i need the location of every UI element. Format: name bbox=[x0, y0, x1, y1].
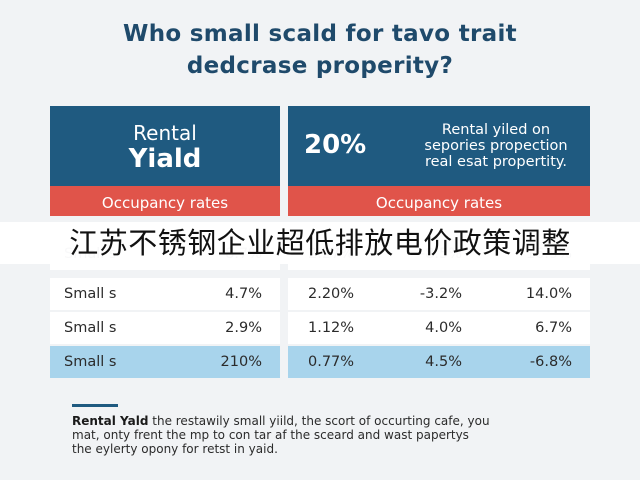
row-bg-right bbox=[288, 346, 590, 378]
table-cell: 4.0% bbox=[425, 320, 462, 336]
row-bg-right bbox=[288, 312, 590, 344]
rental-yield-stat-panel: 20% Rental yiled on sepories propection … bbox=[288, 106, 590, 186]
table-row: Small s 2.9% 1.12% 4.0% 6.7% bbox=[50, 312, 590, 344]
page-title: Who small scald for tavo trait dedcrase … bbox=[0, 18, 640, 82]
rental-yield-value: 20% bbox=[304, 130, 367, 160]
title-line-1: Who small scald for tavo trait bbox=[123, 21, 517, 47]
table-cell: 4.7% bbox=[225, 286, 262, 302]
footnote: Rental Yald the restawily small yiild, t… bbox=[72, 414, 582, 456]
table-cell: 2.9% bbox=[225, 320, 262, 336]
table-cell: 210% bbox=[220, 354, 262, 370]
table-cell: 0.77% bbox=[308, 354, 355, 370]
data-table: Small s8.7%2.27%-8.5%16.9%Small s4.7%2.2… bbox=[50, 246, 590, 380]
overlay-caption: 江苏不锈钢企业超低排放电价政策调整 bbox=[0, 222, 640, 264]
table-cell: 1.12% bbox=[308, 320, 355, 336]
table-cell: Small s bbox=[64, 286, 117, 302]
footnote-line-1-rest: the restawily small yiild, the scort of … bbox=[148, 414, 490, 428]
rental-label-line-1: Rental bbox=[133, 121, 197, 145]
occupancy-header-left: Occupancy rates bbox=[50, 186, 280, 216]
table-cell: -6.8% bbox=[529, 354, 572, 370]
footnote-line-1: Rental Yald the restawily small yiild, t… bbox=[72, 414, 582, 428]
footnote-line-3: the eylerty opony for retst in yaid. bbox=[72, 442, 278, 456]
table-cell: 6.7% bbox=[535, 320, 572, 336]
table-row: Small s 4.7% 2.20% -3.2% 14.0% bbox=[50, 278, 590, 310]
table-cell: 4.5% bbox=[425, 354, 462, 370]
row-bg-left bbox=[50, 312, 280, 344]
rental-yield-panel: Rental Yiald bbox=[50, 106, 280, 186]
rental-desc-line-3: real esat propertity. bbox=[424, 154, 568, 170]
row-bg-left bbox=[50, 346, 280, 378]
rental-desc-line-1: Rental yiled on bbox=[441, 122, 551, 138]
title-line-2: dedcrase properity? bbox=[186, 53, 454, 79]
rental-label-line-2: Yiald bbox=[128, 144, 202, 174]
footnote-accent-line bbox=[72, 404, 118, 407]
occupancy-header-right: Occupancy rates bbox=[288, 186, 590, 216]
rental-desc-line-2: sepories propection bbox=[424, 138, 568, 154]
rental-yield-description: Rental yiled on sepories propection real… bbox=[406, 122, 586, 170]
table-cell: 2.20% bbox=[308, 286, 355, 302]
row-bg-right bbox=[288, 278, 590, 310]
table-row: Small s 210% 0.77% 4.5% -6.8% bbox=[50, 346, 590, 378]
footnote-line-2: mat, onty frent the mp to con tar af the… bbox=[72, 428, 469, 442]
footnote-bold-term: Rental Yald bbox=[72, 414, 149, 428]
row-bg-left bbox=[50, 278, 280, 310]
rental-yield-label: Rental Yiald bbox=[50, 120, 280, 172]
table-cell: Small s bbox=[64, 320, 117, 336]
table-cell: Small s bbox=[64, 354, 117, 370]
table-cell: -3.2% bbox=[419, 286, 462, 302]
table-cell: 14.0% bbox=[525, 286, 572, 302]
